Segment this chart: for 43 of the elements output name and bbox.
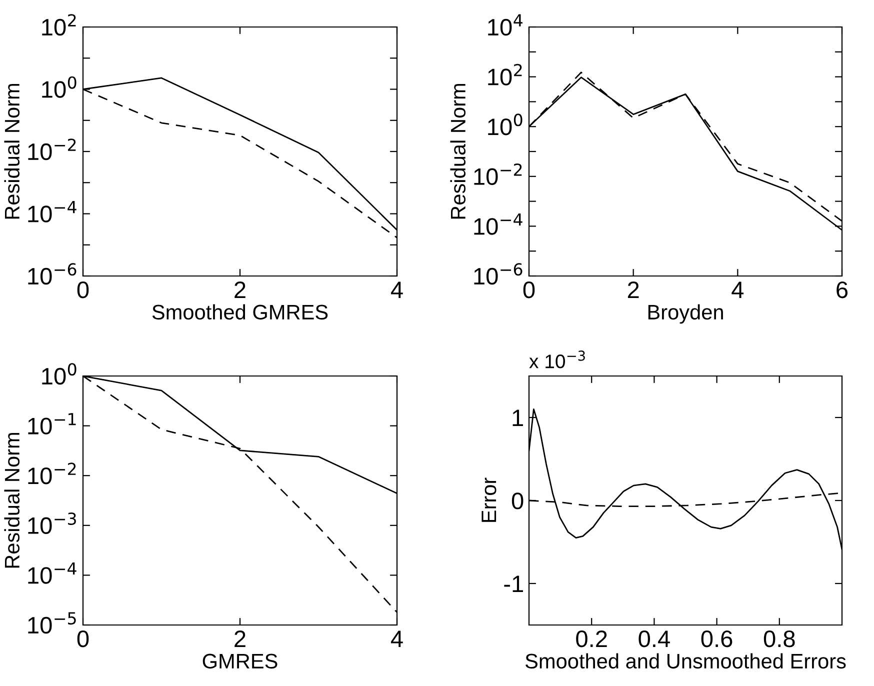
x-tick-label: 2: [234, 281, 246, 298]
text: x 10$^{−3}$: [529, 350, 585, 368]
y-axis-title: Residual Norm: [4, 432, 20, 568]
x-tick-label: 0: [77, 630, 89, 648]
x-tick-label: 4: [732, 282, 744, 298]
x-tick-label: 2: [234, 630, 246, 647]
x-tick-label: 0: [523, 281, 535, 298]
x-axis-title: GMRES: [202, 654, 278, 669]
y-tick-label: 10$^{−4}$: [28, 562, 76, 584]
x-tick-label: 0.6: [701, 630, 732, 648]
x-axis-title: Broyden: [648, 304, 723, 324]
y-tick-label: 1: [512, 410, 523, 426]
y-axis-title: Residual Norm: [450, 84, 466, 219]
y-axis-title: Residual Norm: [4, 84, 20, 219]
y-tick-label: 10$^{−2}$: [28, 462, 76, 484]
x-tick-label: 0.4: [638, 630, 670, 648]
x-axis-title: Smoothed GMRES: [152, 304, 328, 320]
y-tick-label: 10$^{4}$: [488, 14, 522, 36]
y-tick-label: 10$^{0}$: [42, 363, 76, 385]
y-tick-label: 10$^{−6}$: [474, 263, 522, 285]
y-tick-label: 10$^{2}$: [488, 64, 522, 86]
x-tick-label: 4: [390, 282, 403, 298]
x-axis-title: Smoothed and Unsmoothed Errors: [525, 653, 846, 669]
x-tick-label: 4: [390, 630, 403, 647]
x-tick-label: 0.2: [576, 630, 607, 648]
y-tick-label: 10$^{0}$: [42, 76, 76, 98]
x-tick-label: 6: [836, 281, 848, 298]
y-tick-label: 10$^{−3}$: [28, 512, 76, 534]
x-tick-label: 0.8: [764, 630, 795, 648]
y-tick-label: 10$^{−5}$: [28, 612, 76, 634]
y-tick-label: -1: [504, 576, 523, 592]
y-tick-label: 10$^{−4}$: [28, 201, 76, 222]
y-tick-label: 10$^{−2}$: [28, 138, 76, 160]
y-tick-label: 10$^{2}$: [42, 14, 76, 36]
x-tick-label: 0: [77, 281, 89, 298]
y-tick-label: 0: [512, 492, 524, 510]
y-tick-label: 10$^{−6}$: [28, 263, 76, 285]
y-tick-label: 10$^{−1}$: [28, 413, 76, 434]
y-tick-label: 10$^{−4}$: [474, 214, 522, 235]
y-tick-label: 10$^{0}$: [488, 114, 522, 136]
y-axis-title: Error: [482, 478, 496, 522]
x-tick-label: 2: [628, 281, 639, 298]
y-tick-label: 10$^{−2}$: [474, 163, 522, 186]
